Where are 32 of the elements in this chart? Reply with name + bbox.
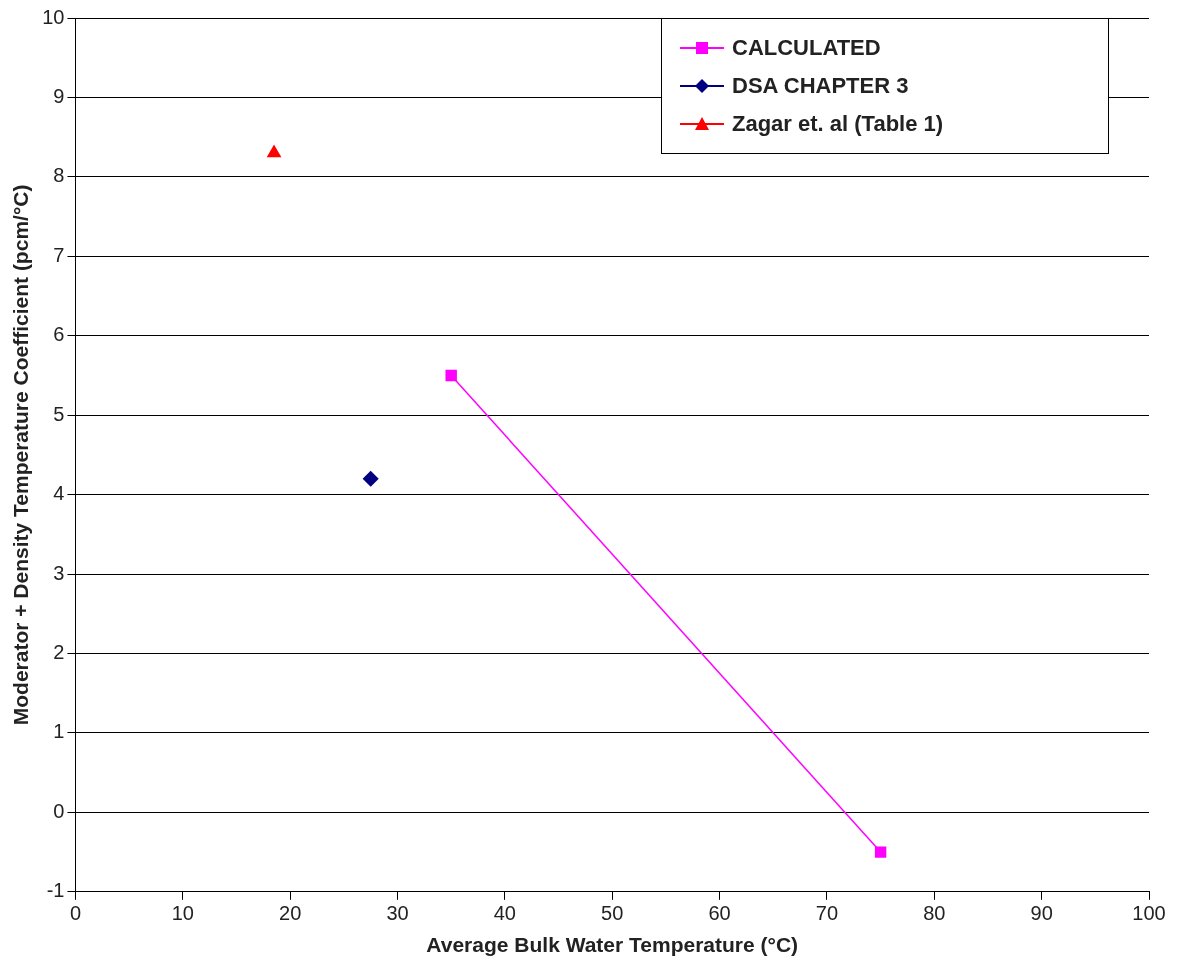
point — [445, 369, 457, 382]
y-tick-label: 2 — [53, 641, 65, 664]
x-axis-title: Average Bulk Water Temperature (°C) — [426, 933, 799, 957]
x-tick-label: 0 — [69, 902, 82, 925]
point — [362, 470, 379, 487]
y-tick-label: 5 — [53, 402, 65, 425]
x-tick-label: 90 — [1030, 902, 1053, 925]
y-tick-label: 10 — [42, 5, 65, 28]
x-tick-label: 70 — [815, 902, 839, 925]
x-tick-label: 10 — [171, 902, 194, 925]
y-tick-label: 9 — [53, 84, 65, 107]
legend-label: CALCULATED — [732, 35, 881, 61]
x-tick-label: 60 — [708, 902, 731, 925]
y-tick-label: 0 — [53, 799, 65, 822]
legend-label: DSA CHAPTER 3 — [732, 73, 909, 99]
y-tick-label: 4 — [53, 482, 65, 505]
y-tick-label: -1 — [46, 879, 65, 902]
y-tick-label: 1 — [53, 720, 65, 743]
y-tick-label: 7 — [53, 243, 65, 266]
x-tick-label: 50 — [601, 902, 624, 925]
point — [267, 145, 281, 158]
x-tick-label: 80 — [923, 902, 946, 925]
y-tick-label: 6 — [53, 323, 65, 346]
y-tick-label: 8 — [53, 164, 65, 187]
x-tick-label: 100 — [1132, 902, 1166, 925]
y-axis-title: Moderator + Density Temperature Coefficient (pcm/°C) — [9, 184, 33, 726]
y-tick-label: 3 — [53, 561, 65, 584]
legend-label: Zagar et. al (Table 1) — [732, 111, 944, 137]
x-tick-label: 20 — [279, 902, 302, 925]
x-tick-label: 30 — [386, 902, 409, 925]
point — [874, 846, 887, 858]
x-tick-label: 40 — [493, 902, 516, 925]
